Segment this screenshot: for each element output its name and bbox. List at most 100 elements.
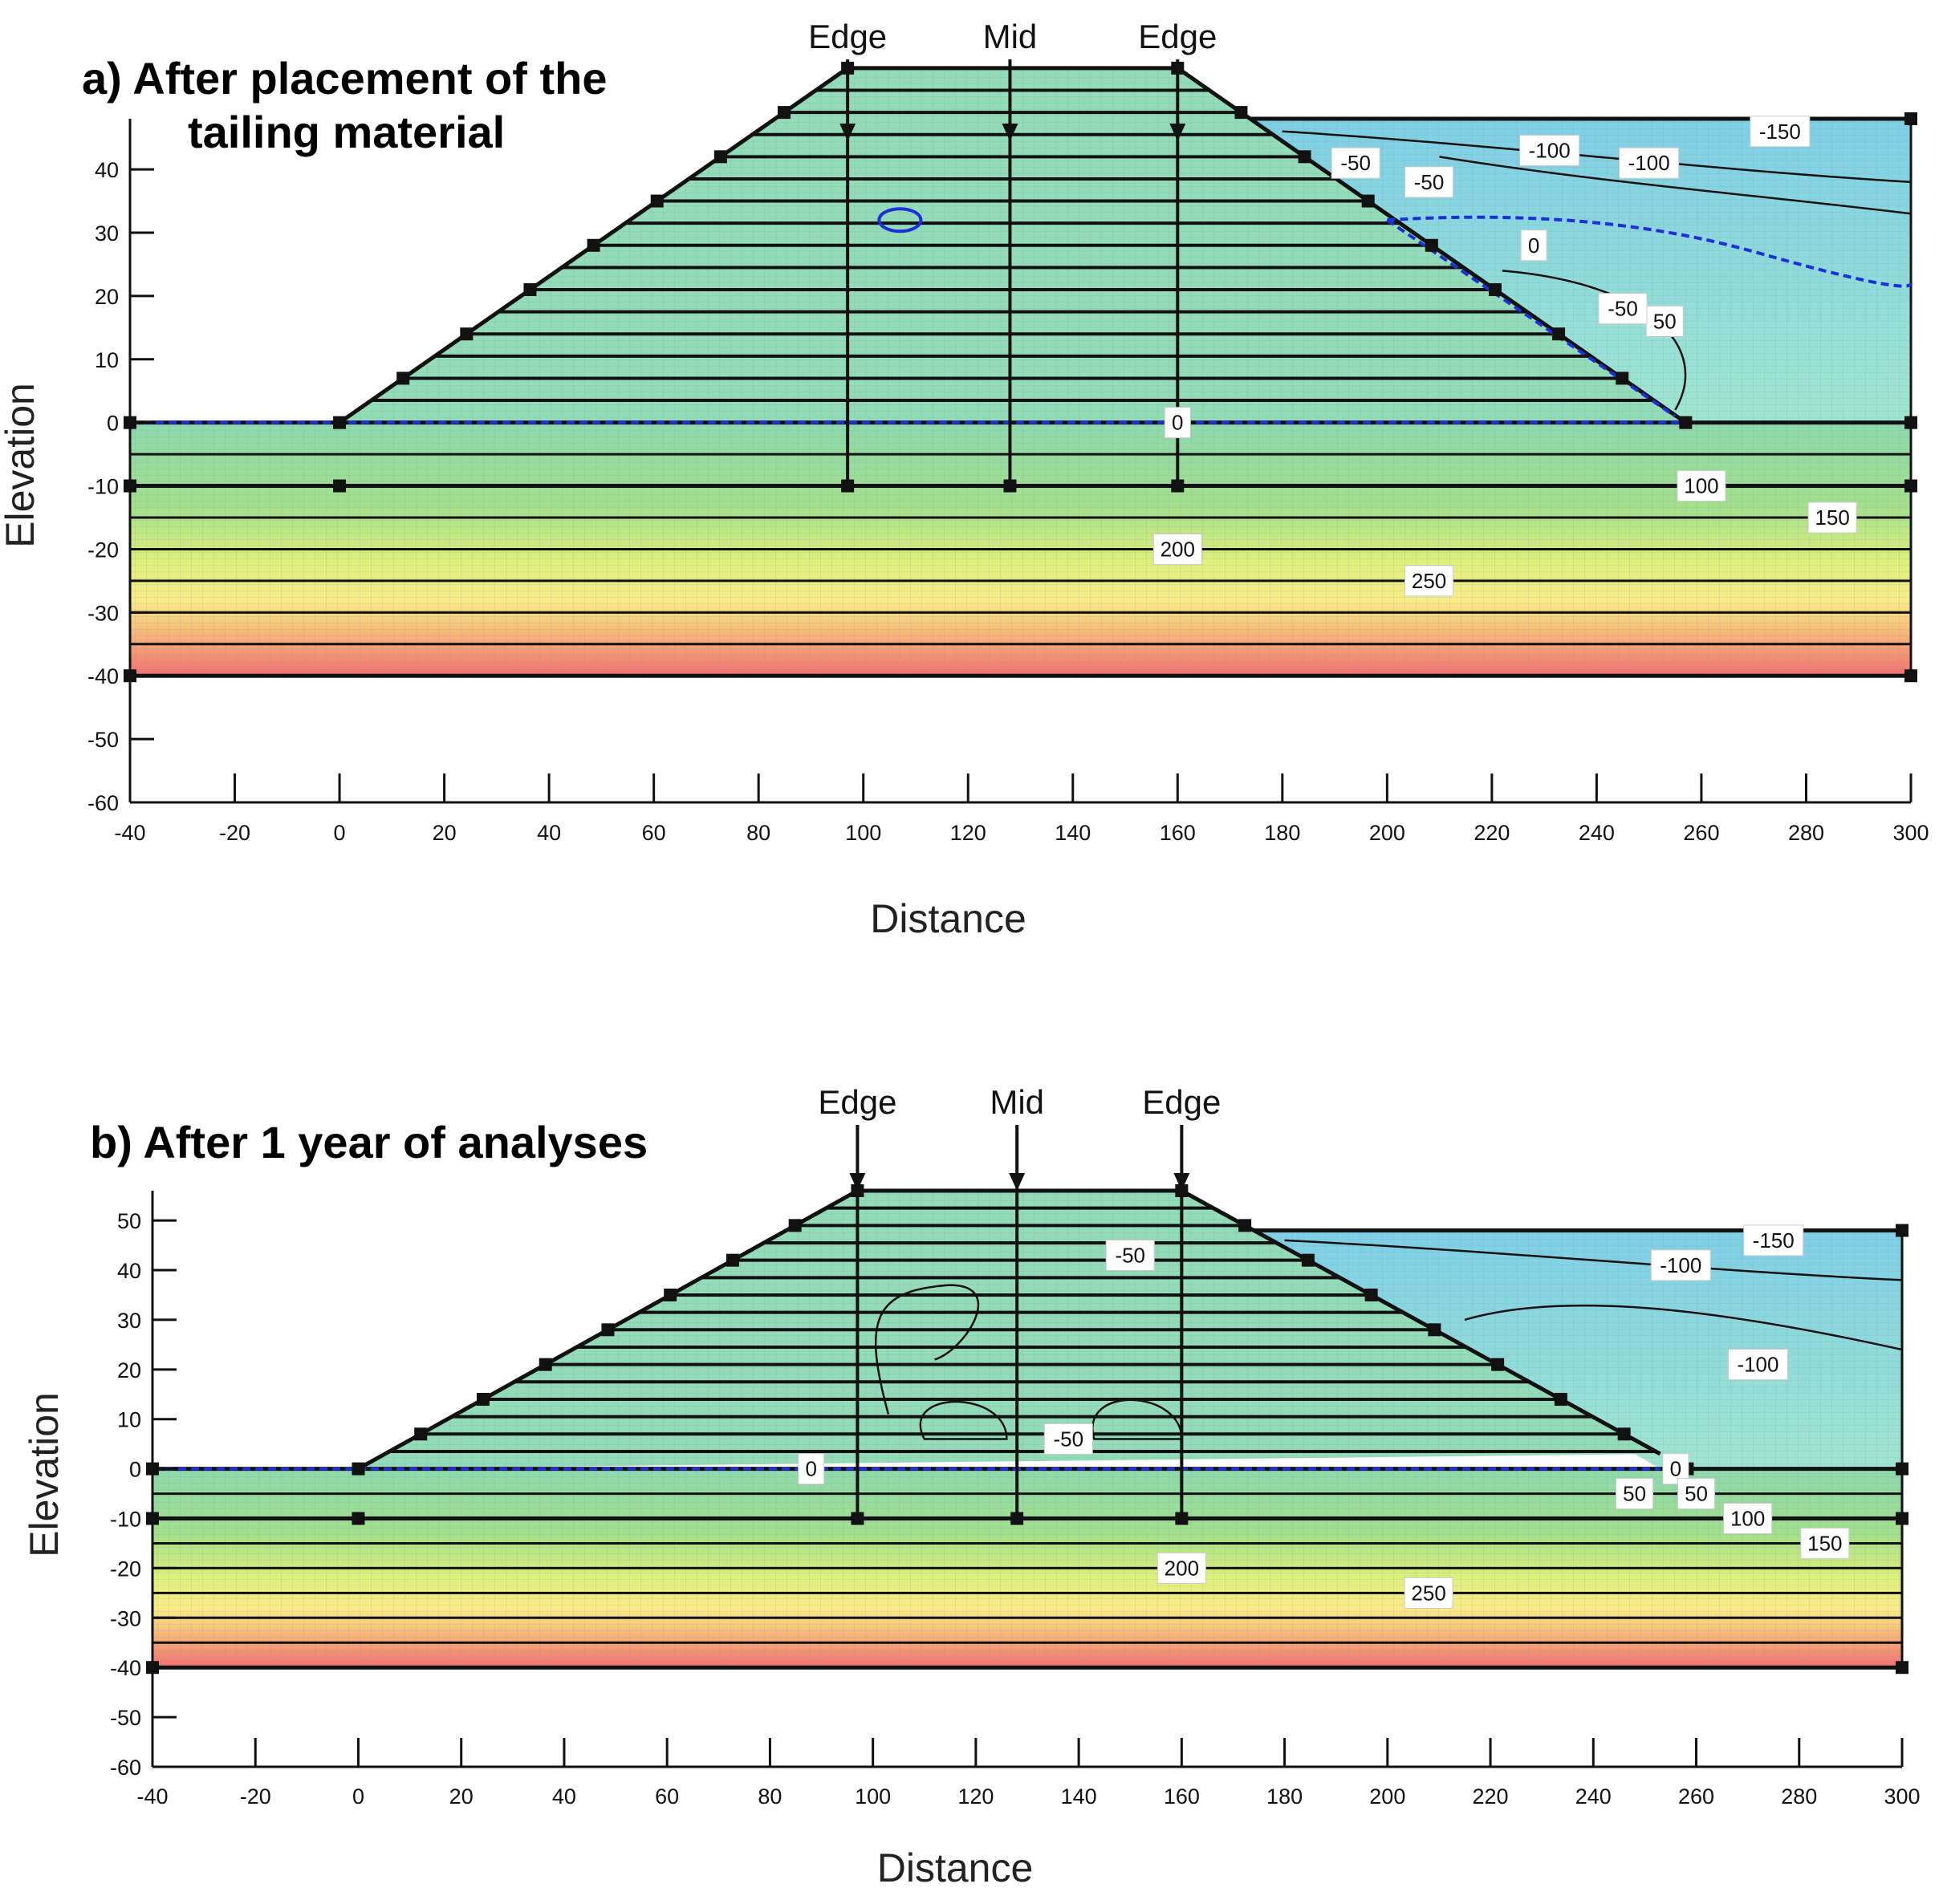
p1-marker-arrow-2 [1169,124,1186,141]
p1-mesh-node [1234,106,1248,120]
p2-mesh-node [1238,1219,1252,1232]
p2-contour-label-3: -100 [1737,1353,1778,1377]
p2-x-tick-label: 160 [1164,1784,1200,1809]
p2-contour-label-bg-8 [1677,1478,1716,1510]
p2-contour-label-bg-11 [1156,1552,1206,1584]
p2-contour-curve [1091,1399,1183,1440]
p1-y-tick-label: 30 [95,221,119,246]
p1-x-tick-label: 160 [1160,821,1196,845]
p1-contour-label-6: 50 [1653,309,1677,333]
p2-contour-label-10: 150 [1807,1531,1842,1555]
p1-x-tick-label: 20 [433,821,457,845]
p1-phreatic-line [1387,215,1913,288]
p2-marker-label-1: Mid [990,1083,1044,1121]
p2-y-tick-label: 30 [117,1309,141,1333]
p1-mesh-node [1679,416,1693,429]
p1-mesh-node [1904,112,1917,125]
p2-xlabel: Distance [877,1845,1034,1890]
p2-contour-label-bg-9 [1723,1503,1773,1535]
p1-mesh-node [333,479,347,493]
panel-a-chart: Edge Mid Edge-150-100-100-50-50050-5001001… [0,18,1929,941]
p1-marker-arrow-1 [1002,124,1018,141]
p2-contour-label-bg-1 [1105,1239,1155,1271]
p1-contour-label-bg-7 [1598,293,1648,325]
p1-marker-arrow-0 [839,124,856,141]
p2-x-tick-label: -20 [240,1784,271,1809]
p2-contour-label-bg-10 [1800,1527,1850,1559]
p1-contour-label-9: 100 [1684,474,1718,498]
p2-contour-label-bg-2 [1650,1249,1711,1281]
p1-y-tick-label: -40 [87,664,119,688]
p1-x-tick-label: 60 [642,821,666,845]
p1-contour-label-bg-6 [1645,305,1684,337]
p2-contour-label-1: -50 [1115,1243,1145,1267]
p2-y-tick-label: 20 [117,1358,141,1382]
p1-x-tick-label: 260 [1683,821,1719,845]
p2-mesh-node [476,1392,490,1406]
p2-mesh-node [1491,1358,1505,1371]
p2-mesh-node [726,1253,739,1267]
p2-y-tick-label: -10 [110,1508,141,1532]
p2-contour-label-9: 100 [1730,1507,1765,1531]
p2-mesh-node [1364,1288,1378,1301]
p1-mesh-node [1361,194,1375,208]
p1-contour-label-10: 150 [1815,505,1849,530]
p2-x-tick-label: 60 [655,1784,679,1809]
p1-mesh-node [1425,238,1438,252]
p2-contour-label-bg-12 [1404,1577,1453,1609]
p2-ylabel: Elevation [22,1392,67,1557]
p2-x-tick-label: 140 [1061,1784,1097,1809]
panel-a-title-line1: a) After placement of the [82,53,608,104]
p1-x-tick-label: 240 [1579,821,1615,845]
p1-y-tick-label: -30 [87,601,119,625]
p1-mesh-node [396,371,410,385]
p1-marker-node-0 [841,479,855,493]
p2-y-tick-label: -50 [110,1706,141,1730]
p1-contour-label-bg-11 [1152,533,1202,565]
p2-contour-label-bg-0 [1743,1224,1804,1256]
p1-marker-node-2 [1171,479,1185,493]
p1-marker-node-1 [1003,479,1017,493]
p2-mesh-node [539,1358,552,1371]
p2-mesh-node [601,1323,615,1337]
p1-x-tick-label: 40 [537,821,561,845]
p1-contour-label-0: -150 [1759,120,1801,144]
p1-contour-label-4: -50 [1414,170,1445,194]
p2-contour-label-8: 50 [1685,1482,1708,1506]
p1-contour-label-12: 250 [1412,569,1446,593]
p1-mesh-node [333,416,347,429]
p1-contour-curve [1439,156,1912,215]
p2-mesh-node [1554,1392,1567,1406]
p2-x-tick-label: 300 [1884,1784,1920,1809]
p2-x-tick-label: 100 [855,1784,891,1809]
p1-mesh-node [1904,416,1917,429]
p1-x-tick-label: 120 [950,821,986,845]
p1-contour-label-2: -100 [1628,151,1670,175]
p2-marker-arrow-2 [1173,1173,1190,1191]
p2-x-tick-label: -40 [136,1784,168,1809]
p1-mesh-node [523,283,537,296]
p2-x-tick-label: 0 [352,1784,364,1809]
p1-xlabel: Distance [870,896,1026,941]
p1-y-tick-label: 10 [95,348,119,372]
panel-b-chart: Edge Mid Edge-150-50 -100-100-500 050 5010015… [22,1083,1921,1890]
p1-contour-label-bg-10 [1807,501,1857,534]
p1-mesh-node [1616,371,1629,385]
p2-x-tick-label: 40 [552,1784,576,1809]
p2-y-tick-label: 40 [117,1259,141,1283]
p1-x-tick-label: 220 [1474,821,1510,845]
p2-marker-label-0: Edge [818,1083,896,1121]
p2-contour-curve [919,1400,1008,1440]
p1-mesh-node [1552,327,1566,341]
p1-y-tick-label: 20 [95,285,119,309]
p1-x-tick-label: -40 [114,821,145,845]
p2-y-tick-label: 50 [117,1209,141,1233]
p1-contour-label-bg-8 [1164,407,1191,439]
p2-contour-label-4: -50 [1054,1427,1084,1451]
p2-contour-curve [874,1284,979,1415]
p1-y-tick-label: -50 [87,728,119,752]
p1-contour-label-bg-0 [1750,116,1811,148]
p2-marker-label-2: Edge [1142,1083,1221,1121]
p2-contour-label-bg-7 [1616,1478,1654,1510]
